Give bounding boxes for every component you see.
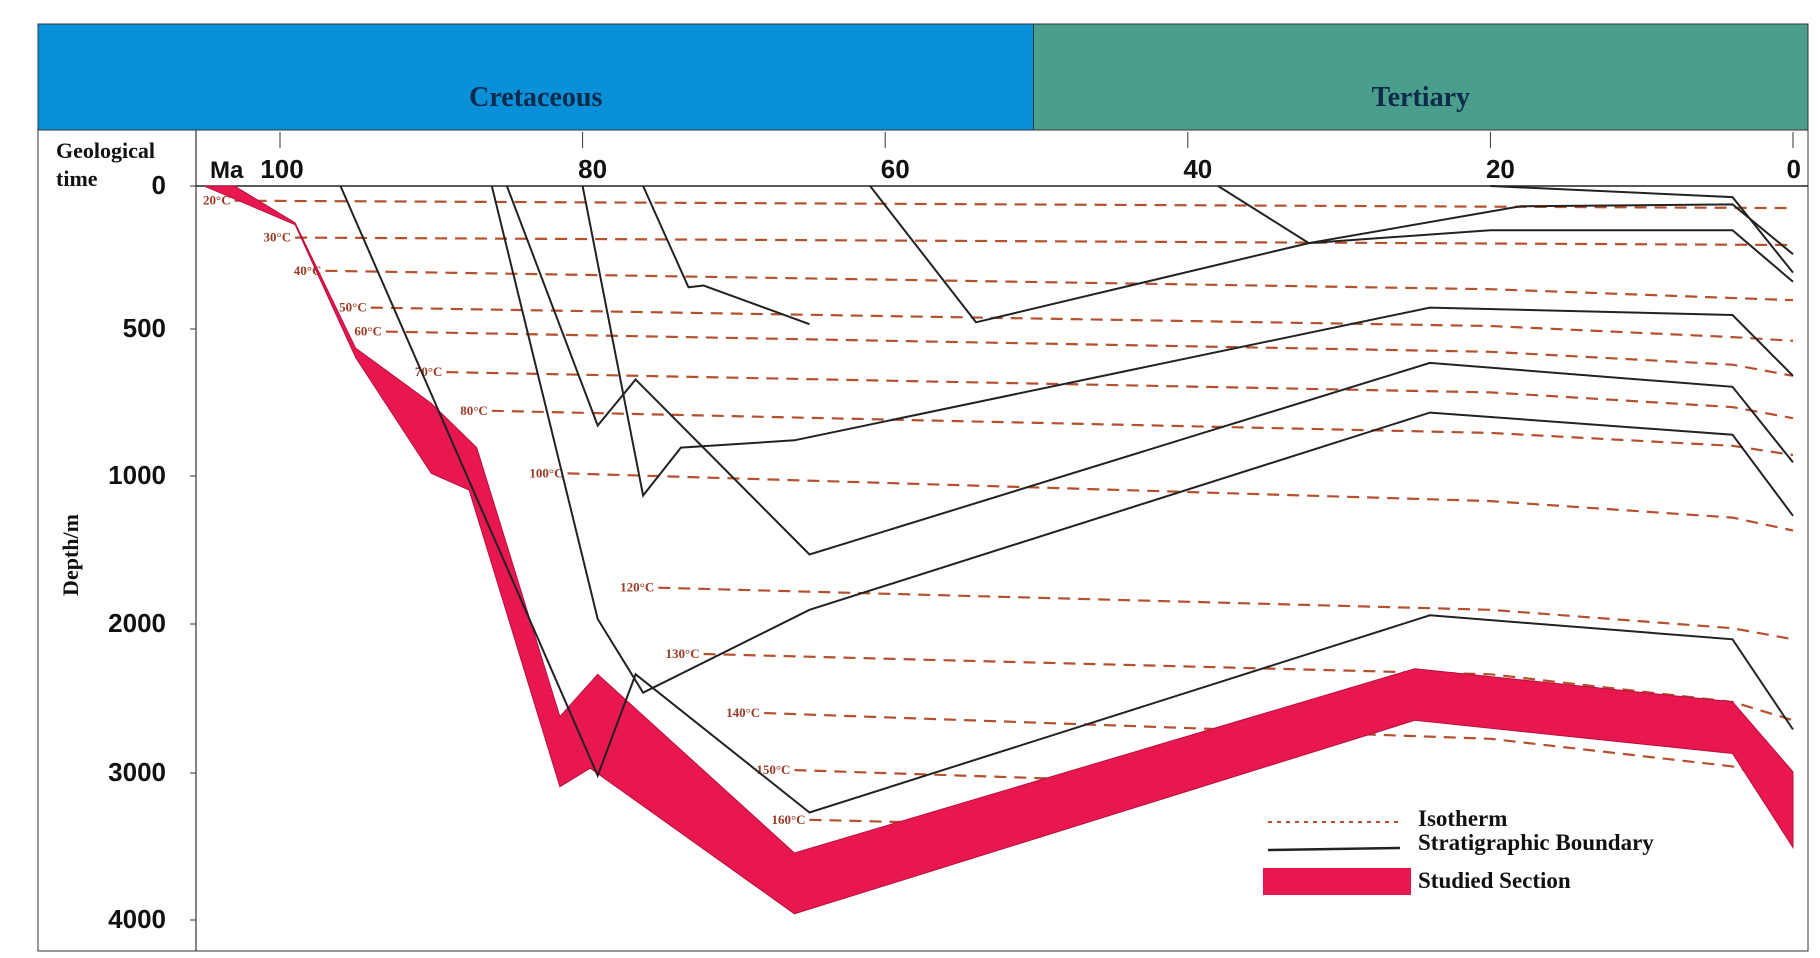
stratigraphic-boundary [642,185,810,326]
studied-section-band [204,185,1794,915]
y-tick-label: 3000 [108,757,166,787]
isotherm-label: 50°C [339,300,367,315]
isotherm-label: 140°C [726,705,760,720]
stratigraphic-boundary [869,185,1794,324]
legend-label-boundary: Stratigraphic Boundary [1418,830,1654,855]
isotherm-label: 120°C [620,580,654,595]
y-axis-label: Depth/m [58,514,83,596]
isotherm-label: 160°C [771,812,805,827]
x-axis-unit: Ma [210,157,244,184]
isotherm-label: 100°C [529,465,563,480]
legend-label-section: Studied Section [1418,868,1571,893]
x-tick-label: 60 [881,154,910,184]
stratigraphic-boundaries [339,185,1794,814]
stratigraphic-boundary [490,185,1794,695]
y-tick-label: 2000 [108,608,166,638]
period-cretaceous [37,23,1034,131]
isotherm-line [295,236,1794,247]
x-axis-label: time [56,166,98,191]
isotherm-label: 20°C [203,193,231,208]
period-label: Cretaceous [469,82,602,113]
isotherm-line [234,199,1794,210]
isotherm-label: 70°C [415,364,443,379]
y-tick-label: 4000 [108,904,166,934]
isotherm-line [491,409,1794,457]
y-tick-label: 500 [123,313,166,343]
stratigraphic-boundary [339,185,1794,814]
legend-swatch-section [1263,868,1411,895]
isotherm-line [325,269,1794,302]
x-tick-label: 40 [1183,154,1212,184]
x-tick-label: 100 [260,154,303,184]
x-tick-label: 20 [1486,154,1515,184]
x-axis-label: Geological [56,138,155,163]
period-tertiary [1033,23,1809,131]
x-tick-label: 80 [578,154,607,184]
stratigraphic-boundary [505,185,1794,556]
legend-label-isotherm: Isotherm [1418,806,1507,831]
frame [37,23,1809,952]
isotherm-label: 80°C [460,403,488,418]
isotherm-line [658,586,1794,641]
x-tick-label: 0 [1787,154,1801,184]
isotherm-label: 130°C [666,646,700,661]
period-label: Tertiary [1372,82,1471,113]
isotherm-label: 60°C [354,324,382,339]
studied-section-layer [204,185,1794,915]
y-tick-label: 0 [152,170,166,200]
legend-swatch-boundary [1267,846,1401,852]
period-bar: Cretaceous Tertiary [37,23,1809,131]
isotherm-label: 30°C [264,230,292,245]
isotherm-label: 150°C [756,762,790,777]
isotherm-line [703,652,1794,722]
y-tick-label: 1000 [108,460,166,490]
isotherm-line [370,306,1794,342]
isotherm-line [446,371,1794,420]
isotherm-line [567,472,1794,532]
stratigraphic-boundary [581,185,1794,498]
stratigraphic-boundary [1490,185,1794,274]
isotherm-line [385,330,1794,377]
